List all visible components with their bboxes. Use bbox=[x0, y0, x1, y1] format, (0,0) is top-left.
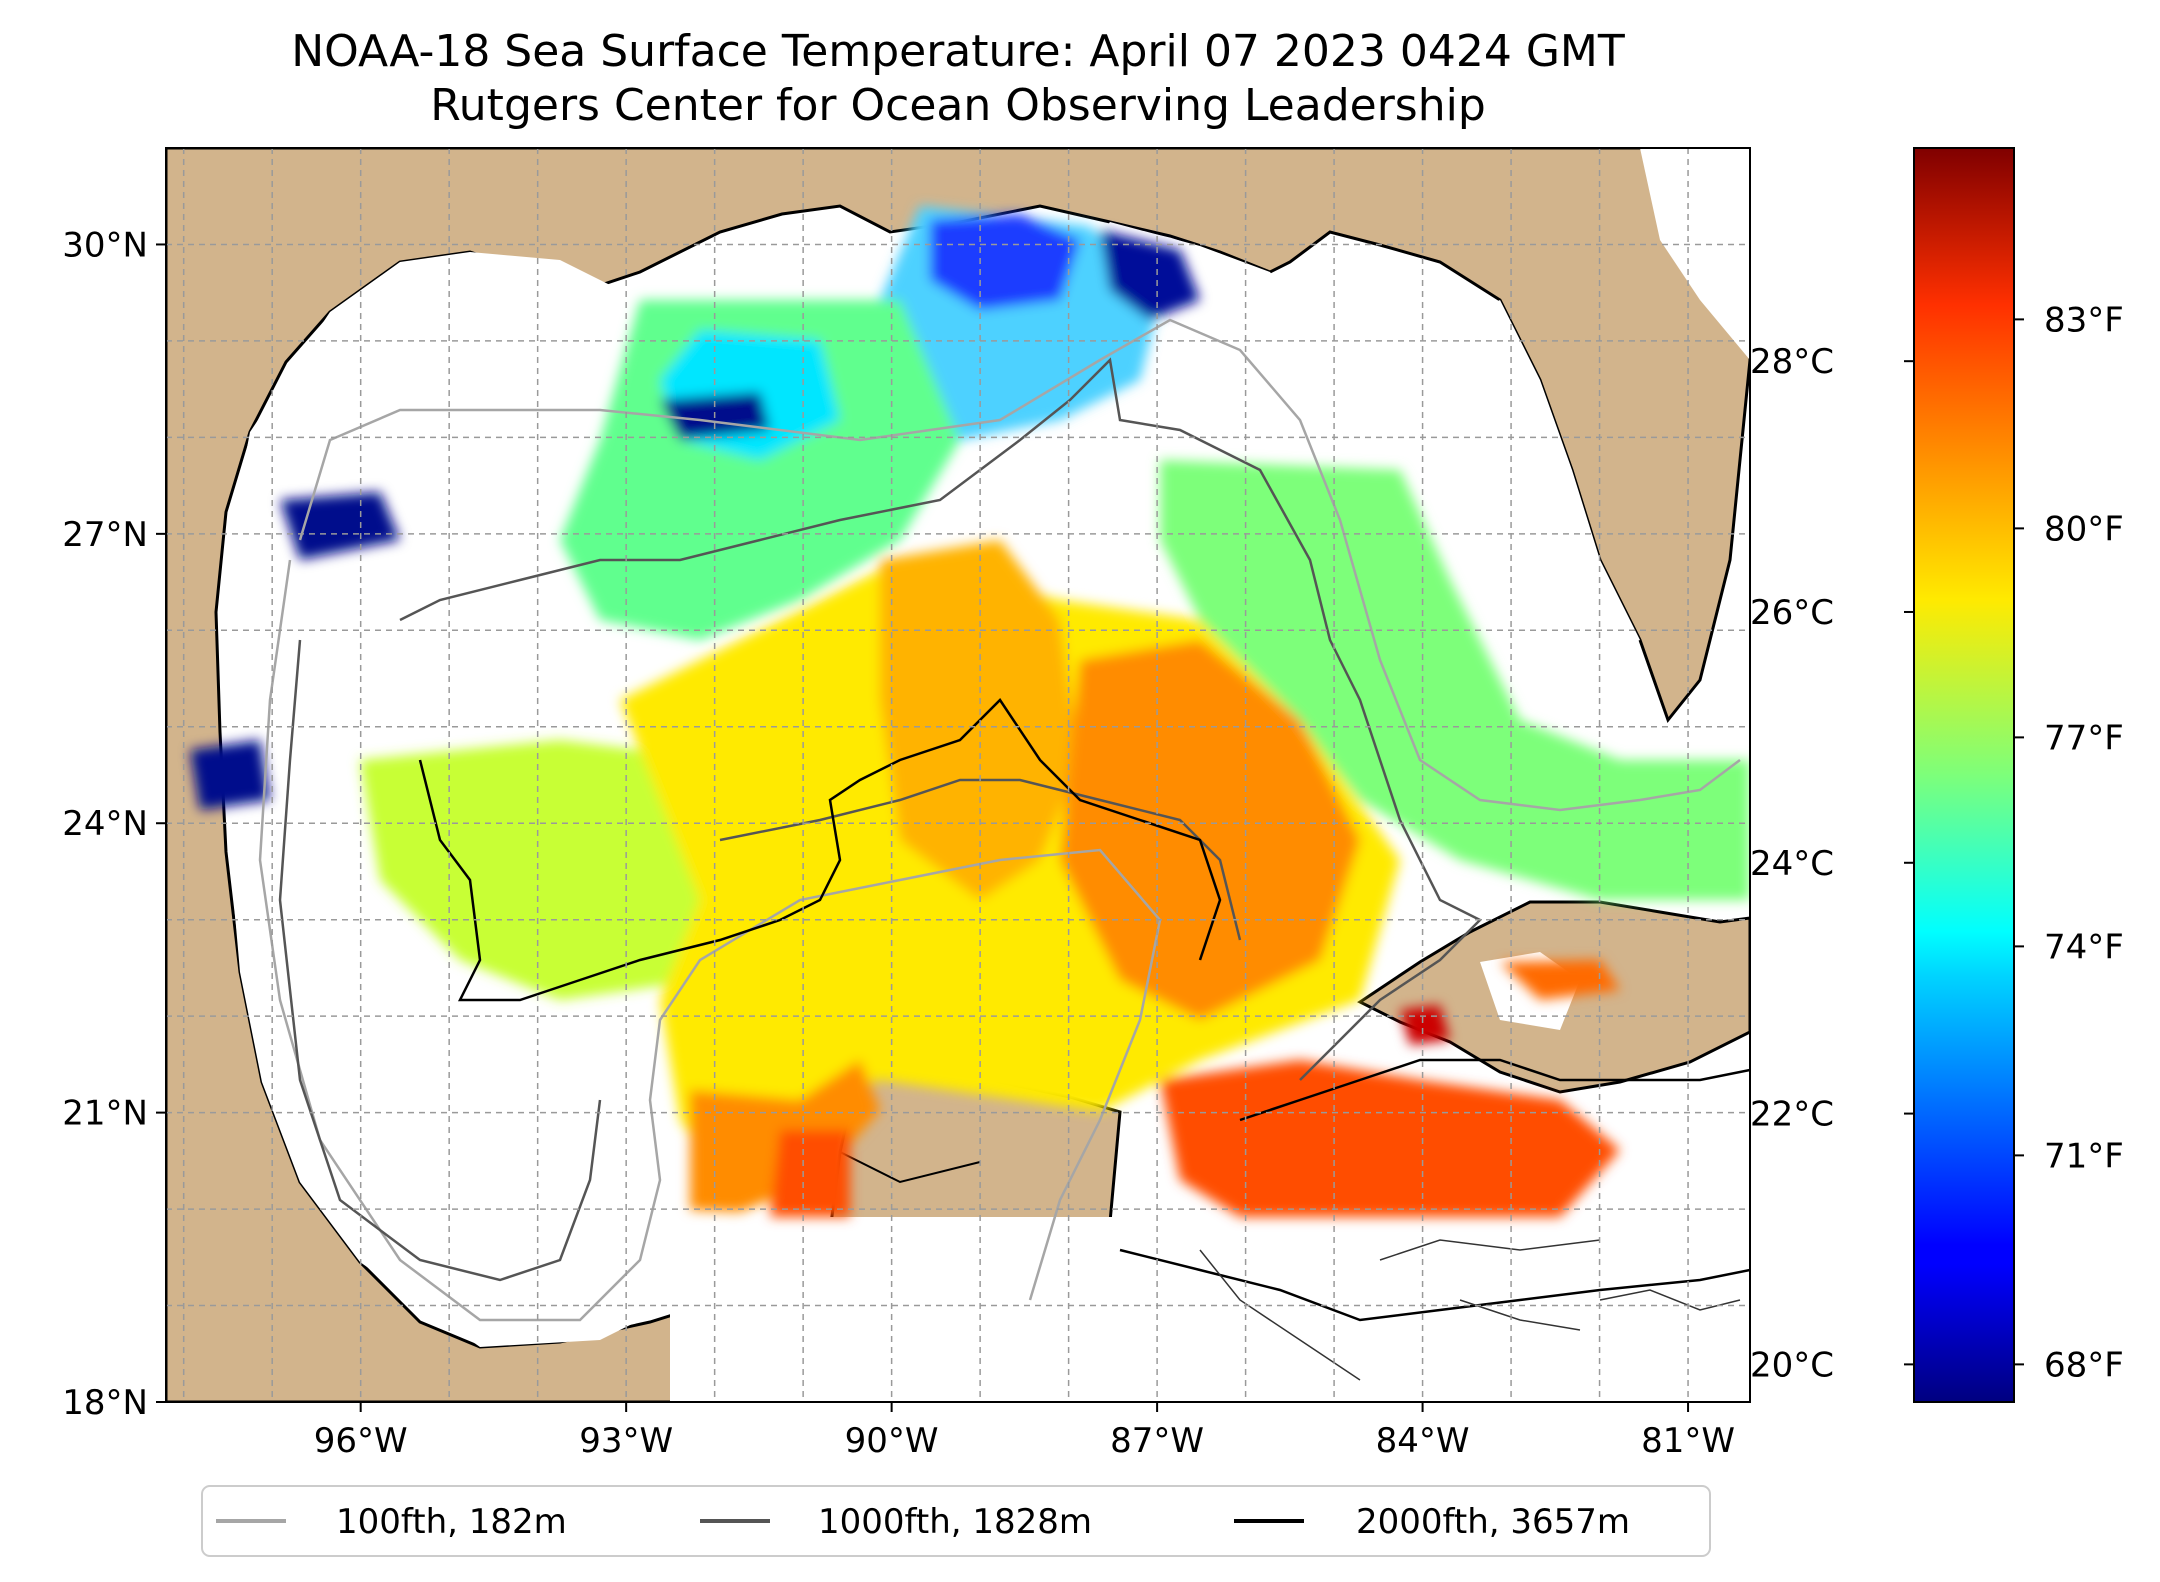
colorbar-fahrenheit-label: 77°F bbox=[2044, 718, 2124, 758]
lon-tick-label: 81°W bbox=[1641, 1421, 1735, 1461]
lon-tick-label: 87°W bbox=[1110, 1421, 1204, 1461]
colorbar-celsius-axis: 20°C 22°C 24°C 26°C 28°C bbox=[1750, 342, 1914, 1385]
colorbar bbox=[1913, 147, 2015, 1403]
lat-tick-label: 24°N bbox=[62, 804, 148, 844]
colorbar-celsius-label: 26°C bbox=[1750, 593, 1834, 633]
title-line-2: Rutgers Center for Ocean Observing Leade… bbox=[430, 80, 1486, 131]
legend-label-100fth: 100fth, 182m bbox=[336, 1502, 567, 1542]
legend-label-1000fth: 1000fth, 1828m bbox=[818, 1502, 1092, 1542]
contour-misc bbox=[1199, 1239, 1741, 1381]
gridlines bbox=[166, 148, 1750, 1402]
sst-field bbox=[190, 206, 1750, 1217]
colorbar-fahrenheit-axis: 68°F 71°F 74°F 77°F 80°F 83°F bbox=[2014, 300, 2124, 1385]
lat-tick-label: 21°N bbox=[62, 1094, 148, 1134]
latitude-axis: 18°N 21°N 24°N 27°N 30°N bbox=[62, 225, 166, 1423]
colorbar-fahrenheit-label: 74°F bbox=[2044, 927, 2124, 967]
colorbar-fahrenheit-label: 80°F bbox=[2044, 509, 2124, 549]
lon-tick-label: 96°W bbox=[314, 1421, 408, 1461]
contour-1000fth bbox=[278, 357, 1483, 1282]
colorbar-fahrenheit-label: 68°F bbox=[2044, 1345, 2124, 1385]
legend: 100fth, 182m 1000fth, 1828m 2000fth, 365… bbox=[201, 1485, 1711, 1557]
lon-tick-label: 84°W bbox=[1376, 1421, 1470, 1461]
longitude-axis: 96°W 93°W 90°W 87°W 84°W 81°W bbox=[314, 1402, 1735, 1461]
colorbar-celsius-label: 22°C bbox=[1750, 1095, 1834, 1135]
legend-label-2000fth: 2000fth, 3657m bbox=[1356, 1502, 1630, 1542]
colorbar-fahrenheit-label: 83°F bbox=[2044, 300, 2124, 340]
map-panel bbox=[166, 148, 1750, 1402]
colorbar-celsius-label: 24°C bbox=[1750, 844, 1834, 884]
contour-2000fth bbox=[418, 698, 1750, 1322]
legend-frame bbox=[201, 1485, 1711, 1557]
colorbar-celsius-label: 28°C bbox=[1750, 342, 1834, 382]
lon-tick-label: 90°W bbox=[845, 1421, 939, 1461]
lat-tick-label: 27°N bbox=[62, 515, 148, 555]
lat-tick-label: 18°N bbox=[62, 1383, 148, 1423]
lon-tick-label: 93°W bbox=[579, 1421, 673, 1461]
colorbar-fahrenheit-label: 71°F bbox=[2044, 1136, 2124, 1176]
title-line-1: NOAA-18 Sea Surface Temperature: April 0… bbox=[291, 26, 1625, 77]
colorbar-celsius-label: 20°C bbox=[1750, 1345, 1834, 1385]
map-frame bbox=[165, 147, 1751, 1403]
lat-tick-label: 30°N bbox=[62, 225, 148, 265]
